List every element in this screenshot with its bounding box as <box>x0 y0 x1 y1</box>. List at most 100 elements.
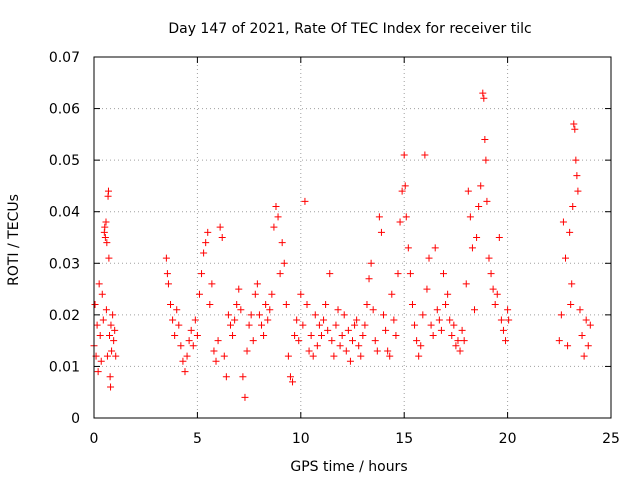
data-point <box>471 306 479 314</box>
data-point <box>200 249 208 257</box>
data-point <box>468 244 476 252</box>
plot-frame <box>93 56 612 419</box>
y-tick-label: 0.07 <box>49 50 80 66</box>
data-point <box>107 383 115 391</box>
data-point <box>559 218 567 226</box>
data-point <box>102 306 110 314</box>
data-point <box>578 331 586 339</box>
data-point <box>309 352 317 360</box>
data-point <box>584 342 592 350</box>
data-point <box>396 218 404 226</box>
data-point <box>342 347 350 355</box>
data-point <box>460 337 468 345</box>
data-point <box>495 234 503 241</box>
data-point <box>198 270 206 278</box>
data-point <box>111 326 119 334</box>
data-point <box>344 326 352 334</box>
data-point <box>444 290 452 298</box>
y-tick-label: 0.04 <box>49 205 80 221</box>
data-point <box>479 89 487 97</box>
data-point <box>415 352 423 360</box>
data-point <box>334 306 342 314</box>
data-point <box>392 331 400 339</box>
data-point <box>266 306 274 314</box>
data-point <box>313 342 321 350</box>
data-point <box>365 275 373 283</box>
data-point <box>229 331 237 339</box>
data-point <box>99 316 107 324</box>
data-point <box>480 94 488 102</box>
x-tick-label: 0 <box>90 431 99 447</box>
y-tick-label: 0.06 <box>49 102 80 118</box>
data-point <box>487 270 495 278</box>
data-point <box>95 280 103 288</box>
data-point <box>400 151 408 159</box>
data-point <box>328 337 336 345</box>
data-point <box>570 120 578 128</box>
data-point <box>272 203 280 211</box>
data-point <box>315 321 323 329</box>
data-point <box>260 331 268 339</box>
data-point <box>485 254 493 262</box>
data-point <box>253 280 261 288</box>
data-point <box>289 378 297 386</box>
data-point <box>216 223 224 231</box>
data-point <box>406 270 414 278</box>
data-point <box>222 373 230 381</box>
data-point <box>351 321 359 329</box>
data-point <box>105 254 113 262</box>
data-point <box>435 316 443 324</box>
data-point <box>191 316 199 324</box>
x-tick-label: 5 <box>193 431 202 447</box>
data-point <box>297 290 305 298</box>
data-point <box>245 321 253 329</box>
data-point <box>264 316 272 324</box>
data-point <box>183 352 191 360</box>
data-point <box>398 187 406 195</box>
data-point <box>173 306 181 314</box>
data-point <box>349 337 356 345</box>
axes <box>93 56 612 419</box>
data-point <box>390 316 398 324</box>
y-tick-label: 0 <box>71 411 80 427</box>
data-point <box>101 223 109 231</box>
y-tick-label: 0.02 <box>49 308 80 324</box>
data-point <box>97 357 105 365</box>
data-point <box>475 203 483 211</box>
data-point <box>477 182 485 190</box>
data-point <box>462 280 470 288</box>
data-point <box>576 306 584 314</box>
data-point <box>187 326 195 334</box>
data-point <box>249 337 257 345</box>
data-point <box>301 197 309 205</box>
data-point <box>295 337 303 345</box>
data-point <box>320 316 328 324</box>
data-point <box>580 352 588 360</box>
data-point <box>324 326 332 334</box>
y-axis-label: ROTI / TECUs <box>6 194 22 286</box>
data-point <box>204 228 212 236</box>
x-tick-label: 15 <box>395 431 413 447</box>
data-point <box>171 331 179 339</box>
data-point <box>311 311 319 319</box>
data-point <box>103 352 111 360</box>
data-point <box>235 285 243 293</box>
data-point <box>164 280 172 288</box>
data-point <box>258 321 266 329</box>
data-point <box>446 316 454 324</box>
data-point <box>448 331 456 339</box>
data-points <box>90 89 594 401</box>
data-point <box>574 187 582 195</box>
data-point <box>107 321 115 329</box>
data-point <box>291 331 299 339</box>
data-point <box>355 342 363 350</box>
data-point <box>274 213 282 221</box>
data-point <box>439 270 447 278</box>
data-point <box>278 239 286 247</box>
data-point <box>567 301 575 309</box>
data-point <box>109 311 117 319</box>
data-point <box>270 223 278 231</box>
data-point <box>322 301 330 309</box>
